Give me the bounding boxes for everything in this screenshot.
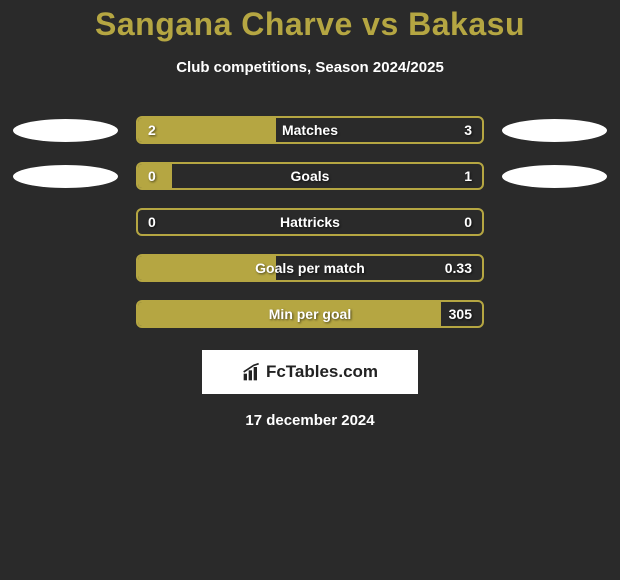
date-text: 17 december 2024	[0, 412, 620, 429]
bar-fill-left	[138, 256, 276, 280]
stat-row: 0 1Goals	[0, 162, 620, 190]
stat-row: 0 0Hattricks	[0, 208, 620, 236]
stat-label: Hattricks	[138, 210, 482, 234]
stat-value-right: 1	[464, 164, 472, 188]
player-left-marker	[13, 165, 118, 188]
stat-value-left: 0	[148, 210, 156, 234]
stat-bar: 23Matches	[136, 116, 484, 144]
bar-fill-left	[138, 302, 441, 326]
stat-row: 0.33Goals per match	[0, 254, 620, 282]
stat-value-right: 305	[449, 302, 472, 326]
infographic-root: Sangana Charve vs Bakasu Club competitio…	[0, 0, 620, 429]
stat-rows: 23Matches01Goals00Hattricks0.33Goals per…	[0, 116, 620, 328]
stat-value-left: 0	[148, 164, 156, 188]
stat-bar: 0 1Goals	[136, 162, 484, 190]
stat-row: 23Matches	[0, 116, 620, 144]
player-left-marker	[13, 119, 118, 142]
subtitle: Club competitions, Season 2024/2025	[0, 59, 620, 76]
brand-badge: FcTables.com	[202, 350, 418, 394]
stat-value-left: 2	[148, 118, 156, 142]
stat-label: Goals	[138, 164, 482, 188]
brand-text: FcTables.com	[266, 362, 378, 382]
player-right-marker	[502, 119, 607, 142]
stat-value-right: 0	[464, 210, 472, 234]
chart-icon	[242, 362, 262, 382]
stat-bar: 305Min per goal	[136, 300, 484, 328]
stat-value-right: 0.33	[445, 256, 472, 280]
stat-row: 305Min per goal	[0, 300, 620, 328]
stat-value-right: 3	[464, 118, 472, 142]
bar-fill-left	[138, 118, 276, 142]
player-right-marker	[502, 165, 607, 188]
page-title: Sangana Charve vs Bakasu	[0, 6, 620, 43]
stat-bar: 0 0Hattricks	[136, 208, 484, 236]
stat-bar: 0.33Goals per match	[136, 254, 484, 282]
